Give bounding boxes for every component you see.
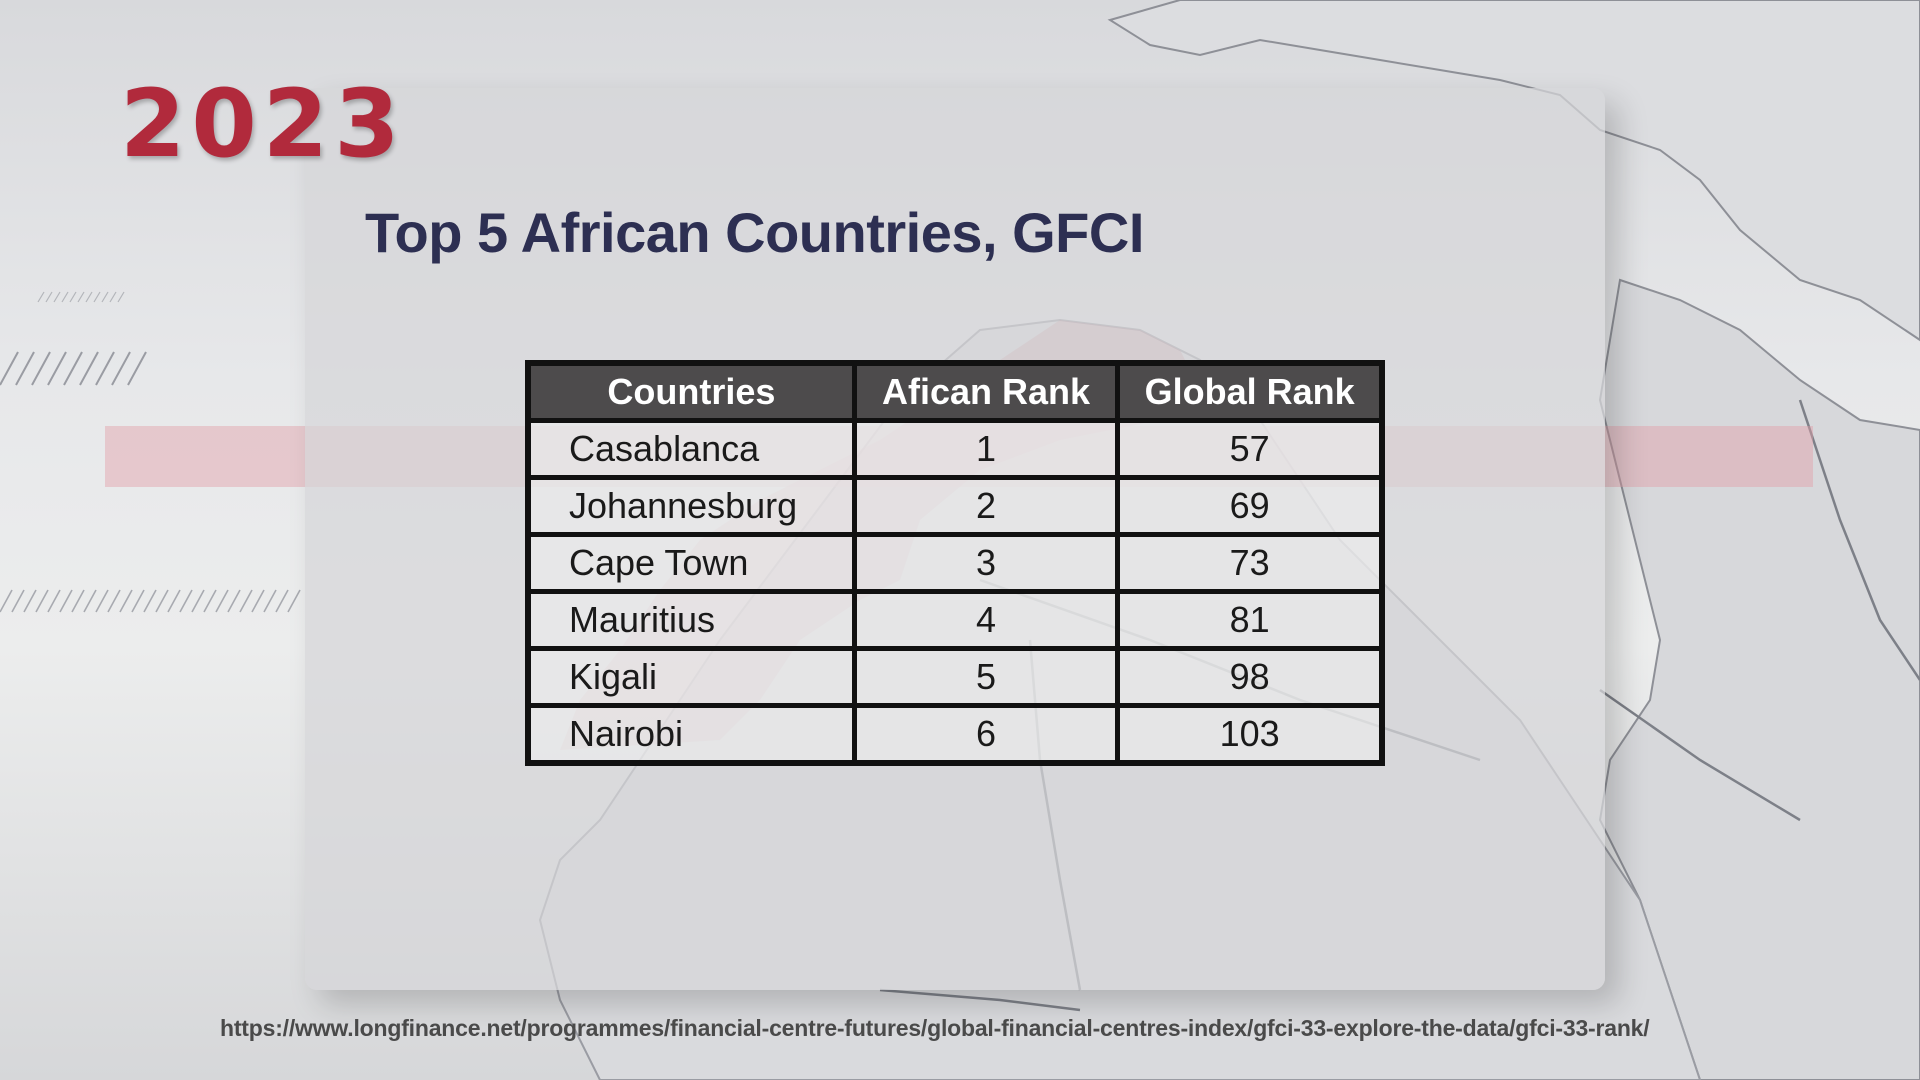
table-row: Casablanca 1 57: [525, 418, 1385, 480]
table-row: Kigali 5 98: [525, 646, 1385, 708]
global-rank-cell: 69: [1115, 475, 1385, 537]
country-cell: Mauritius: [525, 589, 857, 651]
global-rank-cell: 57: [1115, 418, 1385, 480]
header-global-rank: Global Rank: [1115, 360, 1385, 423]
country-cell: Nairobi: [525, 703, 857, 766]
country-cell: Cape Town: [525, 532, 857, 594]
african-rank-cell: 3: [851, 532, 1121, 594]
global-rank-cell: 98: [1115, 646, 1385, 708]
african-rank-cell: 4: [851, 589, 1121, 651]
global-rank-cell: 73: [1115, 532, 1385, 594]
global-rank-cell: 81: [1115, 589, 1385, 651]
country-cell: Kigali: [525, 646, 857, 708]
rankings-table: Countries Afican Rank Global Rank Casabl…: [525, 360, 1385, 766]
year-label: 2023: [120, 70, 406, 179]
header-african-rank: Afican Rank: [851, 360, 1121, 423]
table-row: Johannesburg 2 69: [525, 475, 1385, 537]
country-cell: Johannesburg: [525, 475, 857, 537]
header-countries: Countries: [525, 360, 857, 423]
table-header-row: Countries Afican Rank Global Rank: [525, 360, 1385, 423]
country-cell: Casablanca: [525, 418, 857, 480]
table-row: Cape Town 3 73: [525, 532, 1385, 594]
page-title: Top 5 African Countries, GFCI: [365, 201, 1144, 264]
global-rank-cell: 103: [1115, 703, 1385, 766]
source-url: https://www.longfinance.net/programmes/f…: [220, 1015, 1650, 1041]
table-row: Nairobi 6 103: [525, 703, 1385, 766]
african-rank-cell: 1: [851, 418, 1121, 480]
african-rank-cell: 6: [851, 703, 1121, 766]
table-row: Mauritius 4 81: [525, 589, 1385, 651]
african-rank-cell: 2: [851, 475, 1121, 537]
african-rank-cell: 5: [851, 646, 1121, 708]
